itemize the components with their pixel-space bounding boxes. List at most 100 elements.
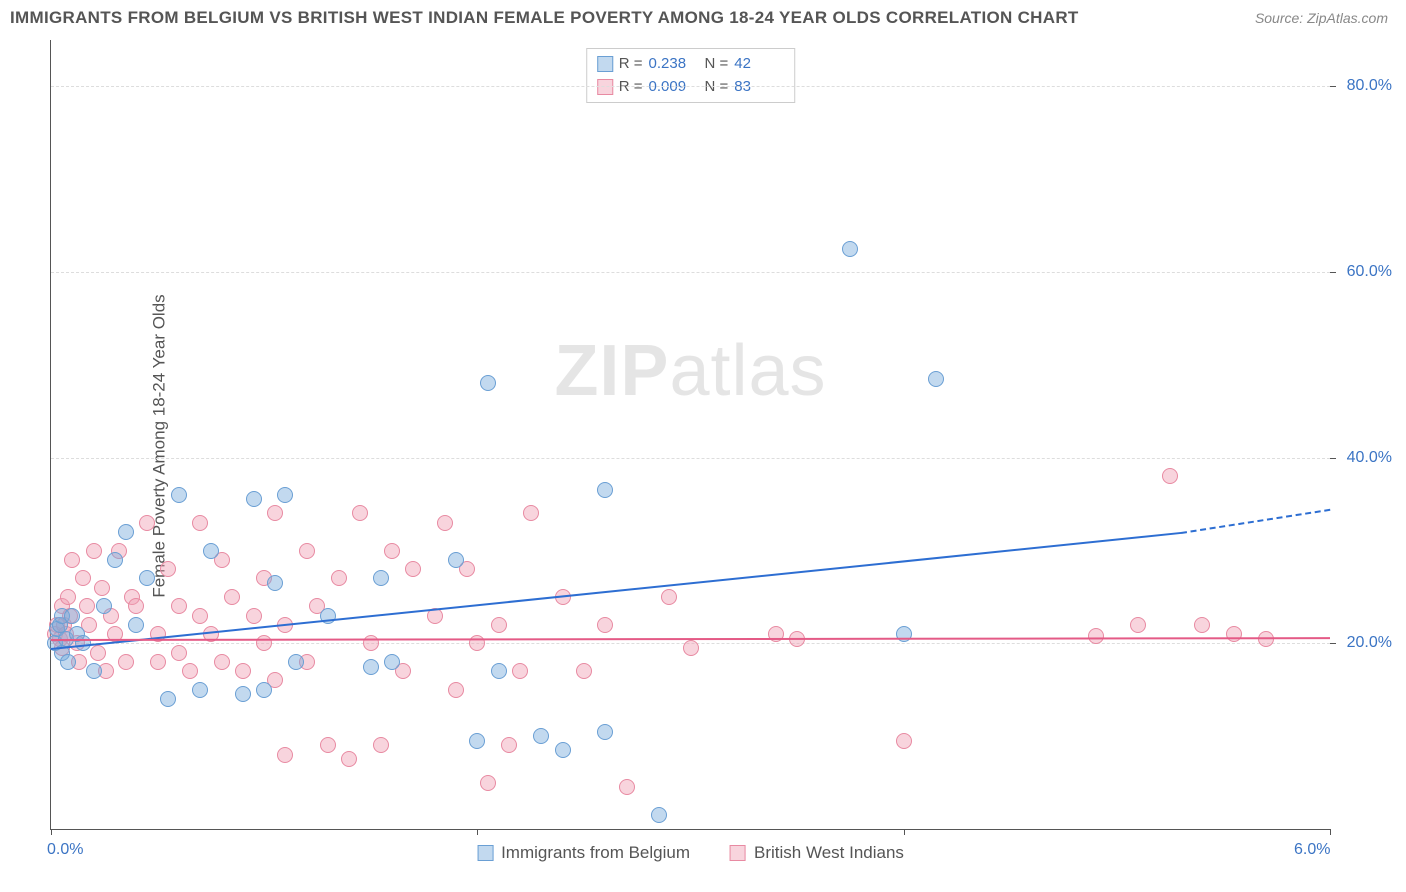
- data-point: [597, 482, 613, 498]
- data-point: [86, 543, 102, 559]
- data-point: [267, 505, 283, 521]
- data-point: [491, 617, 507, 633]
- legend-label: British West Indians: [754, 843, 904, 863]
- y-tick-label: 40.0%: [1347, 449, 1392, 467]
- data-point: [160, 691, 176, 707]
- data-point: [277, 747, 293, 763]
- data-point: [171, 598, 187, 614]
- data-point: [512, 663, 528, 679]
- data-point: [60, 589, 76, 605]
- data-point: [267, 575, 283, 591]
- data-point: [373, 570, 389, 586]
- data-point: [448, 682, 464, 698]
- data-point: [128, 617, 144, 633]
- data-point: [555, 742, 571, 758]
- data-point: [171, 645, 187, 661]
- data-point: [224, 589, 240, 605]
- series-legend: Immigrants from Belgium British West Indi…: [477, 843, 904, 863]
- data-point: [96, 598, 112, 614]
- data-point: [480, 775, 496, 791]
- data-point: [1226, 626, 1242, 642]
- data-point: [405, 561, 421, 577]
- legend-swatch: [477, 845, 493, 861]
- data-point: [533, 728, 549, 744]
- x-tick-label: 0.0%: [47, 841, 83, 859]
- y-tick-label: 60.0%: [1347, 263, 1392, 281]
- scatter-chart: ZIPatlas R =0.238N =42R =0.009N =83 Immi…: [50, 40, 1330, 830]
- data-point: [79, 598, 95, 614]
- gridline: [51, 272, 1330, 273]
- data-point: [182, 663, 198, 679]
- data-point: [384, 543, 400, 559]
- data-point: [373, 737, 389, 753]
- data-point: [384, 654, 400, 670]
- data-point: [192, 682, 208, 698]
- data-point: [64, 608, 80, 624]
- data-point: [214, 654, 230, 670]
- data-point: [299, 543, 315, 559]
- data-point: [1194, 617, 1210, 633]
- data-point: [619, 779, 635, 795]
- data-point: [842, 241, 858, 257]
- data-point: [341, 751, 357, 767]
- data-point: [352, 505, 368, 521]
- data-point: [90, 645, 106, 661]
- data-point: [94, 580, 110, 596]
- gridline: [51, 86, 1330, 87]
- correlation-legend: R =0.238N =42R =0.009N =83: [586, 48, 796, 103]
- legend-item: British West Indians: [730, 843, 904, 863]
- data-point: [597, 724, 613, 740]
- trend-line: [51, 532, 1181, 650]
- data-point: [320, 737, 336, 753]
- data-point: [491, 663, 507, 679]
- data-point: [139, 570, 155, 586]
- data-point: [896, 733, 912, 749]
- data-point: [501, 737, 517, 753]
- legend-swatch: [597, 56, 613, 72]
- data-point: [331, 570, 347, 586]
- data-point: [480, 375, 496, 391]
- data-point: [246, 491, 262, 507]
- data-point: [86, 663, 102, 679]
- y-tick-label: 80.0%: [1347, 77, 1392, 95]
- data-point: [1130, 617, 1146, 633]
- gridline: [51, 458, 1330, 459]
- data-point: [128, 598, 144, 614]
- data-point: [235, 663, 251, 679]
- data-point: [107, 552, 123, 568]
- trend-line: [1181, 509, 1331, 534]
- data-point: [75, 570, 91, 586]
- data-point: [192, 608, 208, 624]
- legend-swatch: [730, 845, 746, 861]
- legend-item: Immigrants from Belgium: [477, 843, 690, 863]
- data-point: [469, 733, 485, 749]
- legend-label: Immigrants from Belgium: [501, 843, 690, 863]
- data-point: [160, 561, 176, 577]
- data-point: [1088, 628, 1104, 644]
- data-point: [118, 524, 134, 540]
- data-point: [203, 543, 219, 559]
- data-point: [661, 589, 677, 605]
- data-point: [171, 487, 187, 503]
- watermark: ZIPatlas: [554, 330, 826, 412]
- data-point: [192, 515, 208, 531]
- y-tick-label: 20.0%: [1347, 634, 1392, 652]
- source-attribution: Source: ZipAtlas.com: [1255, 10, 1388, 26]
- data-point: [246, 608, 262, 624]
- data-point: [60, 654, 76, 670]
- chart-title: IMMIGRANTS FROM BELGIUM VS BRITISH WEST …: [10, 8, 1079, 28]
- data-point: [523, 505, 539, 521]
- data-point: [256, 682, 272, 698]
- data-point: [651, 807, 667, 823]
- data-point: [139, 515, 155, 531]
- data-point: [928, 371, 944, 387]
- legend-row: R =0.238N =42: [597, 53, 785, 76]
- data-point: [576, 663, 592, 679]
- data-point: [235, 686, 251, 702]
- data-point: [597, 617, 613, 633]
- data-point: [363, 659, 379, 675]
- data-point: [448, 552, 464, 568]
- data-point: [437, 515, 453, 531]
- data-point: [288, 654, 304, 670]
- data-point: [683, 640, 699, 656]
